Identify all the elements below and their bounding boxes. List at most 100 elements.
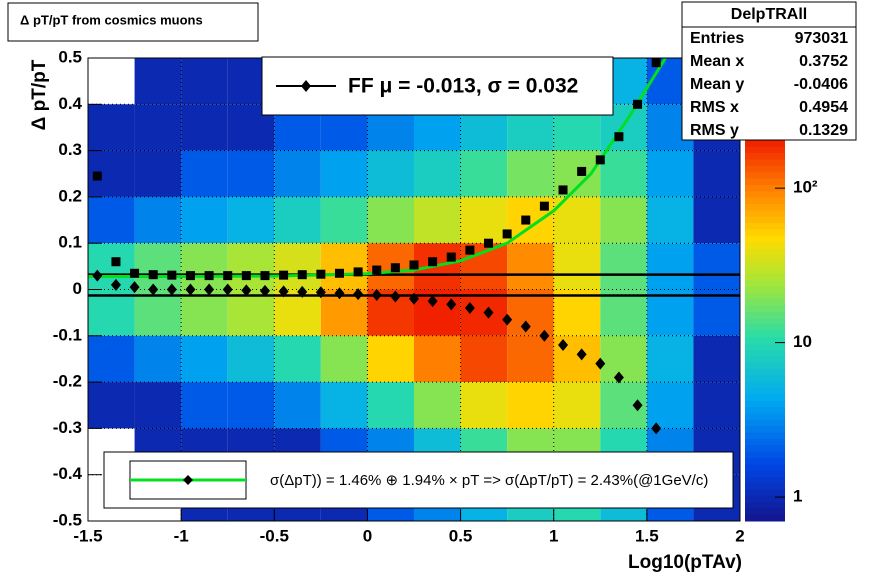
heat-cell [600, 196, 647, 244]
heat-cell [134, 150, 182, 197]
color-bar-step [745, 476, 785, 484]
heat-cell [693, 150, 740, 197]
legend-marker [301, 80, 311, 92]
profile-point [204, 283, 215, 296]
color-bar-step [745, 305, 785, 312]
profile-point [390, 290, 401, 303]
profile-point [520, 320, 531, 333]
profile-point [241, 284, 252, 297]
heat-cell [227, 335, 275, 383]
stats-label: Mean y [690, 76, 744, 93]
profile-point [222, 283, 233, 296]
heat-cell [274, 196, 321, 244]
profile-point [521, 215, 531, 225]
heat-cell [134, 58, 182, 105]
profile-point [185, 283, 196, 296]
heat-cell [646, 243, 694, 290]
color-bar-step [745, 292, 785, 300]
color-bar-step [745, 451, 785, 458]
profile-point [428, 257, 438, 267]
profile-point [595, 155, 605, 165]
heat-cell [181, 335, 228, 383]
profile-point [372, 265, 382, 275]
color-bar-step [745, 171, 785, 179]
y-tick-label: -0.1 [53, 325, 82, 344]
heat-cell [320, 196, 368, 244]
color-bar-step [745, 495, 785, 503]
color-bar-step [745, 286, 785, 293]
heat-cell [646, 335, 694, 383]
color-bar-step [745, 203, 785, 211]
profile-point [464, 302, 475, 315]
heat-cell [600, 335, 647, 383]
profile-point [278, 285, 289, 298]
z-tick-label: 1 [793, 487, 802, 506]
color-bar-step [745, 159, 785, 166]
heat-cell [367, 150, 414, 197]
color-bar: 1 10 10² [745, 140, 818, 522]
z-tick-label: 10² [793, 178, 818, 197]
x-axis-label: Log10(pTAv) [628, 552, 742, 573]
heat-cell [460, 196, 508, 244]
heat-cell [134, 104, 182, 151]
color-bar-step [745, 501, 785, 509]
profile-point [632, 399, 643, 412]
heat-cell [320, 335, 368, 383]
color-bar-step [745, 216, 785, 224]
color-bar-step [745, 508, 785, 516]
color-bar-step [745, 444, 785, 452]
stats-box: DelpTRAll Entries 973031 Mean x 0.3752 Mean … [681, 1, 857, 141]
stats-label: RMS x [690, 99, 739, 116]
heat-cell [88, 335, 135, 383]
y-tick-label: -0.2 [53, 372, 82, 391]
heat-cell [320, 243, 368, 290]
y-tick-label: 0.3 [58, 140, 82, 159]
color-bar-step [745, 413, 785, 420]
heat-cell [181, 58, 228, 105]
heat-cell [134, 382, 182, 429]
heat-cell [88, 382, 135, 429]
heat-cell [507, 243, 554, 290]
color-bar-step [745, 482, 785, 490]
color-bar-step [745, 349, 785, 357]
color-bar-step [745, 432, 785, 439]
color-bar-step [745, 241, 785, 249]
heat-cell [227, 150, 275, 197]
color-bar-step [745, 260, 785, 268]
z-tick-label: 10 [793, 332, 812, 351]
x-tick-label: -1.5 [73, 526, 102, 545]
color-bar-step [745, 222, 785, 230]
heat-cell [181, 382, 228, 429]
y-tick-label: 0.4 [58, 94, 82, 113]
heat-cell [600, 243, 647, 290]
y-axis-label: Δ pT/pT [29, 59, 50, 130]
profile-point [427, 295, 438, 308]
color-bar-step [745, 311, 785, 319]
color-bar-step [745, 381, 785, 389]
heat-cell [88, 196, 135, 244]
heat-cell [134, 196, 182, 244]
profile-point [92, 171, 102, 181]
profile-point [316, 269, 326, 279]
heat-cell [507, 289, 554, 336]
color-bar-step [745, 190, 785, 198]
color-bar-step [745, 336, 785, 344]
heat-cell [693, 382, 740, 429]
heat-cell [134, 243, 182, 290]
color-bar-step [745, 279, 785, 287]
heat-cell [274, 289, 321, 336]
profile-point [558, 339, 569, 352]
heat-cell [134, 335, 182, 383]
color-bar-step [745, 419, 785, 427]
profile-point [204, 271, 214, 281]
stats-value: 0.1329 [799, 122, 848, 139]
stats-value: -0.0406 [794, 76, 848, 93]
x-tick-label: -1 [174, 526, 189, 545]
stats-value: 973031 [795, 30, 848, 47]
heat-cell [553, 382, 601, 429]
profile-point [260, 271, 270, 281]
chart-title: Δ pT/pT from cosmics muons [20, 12, 203, 27]
color-bar-step [745, 355, 785, 363]
color-bar-step [745, 197, 785, 204]
profile-point [465, 245, 475, 255]
